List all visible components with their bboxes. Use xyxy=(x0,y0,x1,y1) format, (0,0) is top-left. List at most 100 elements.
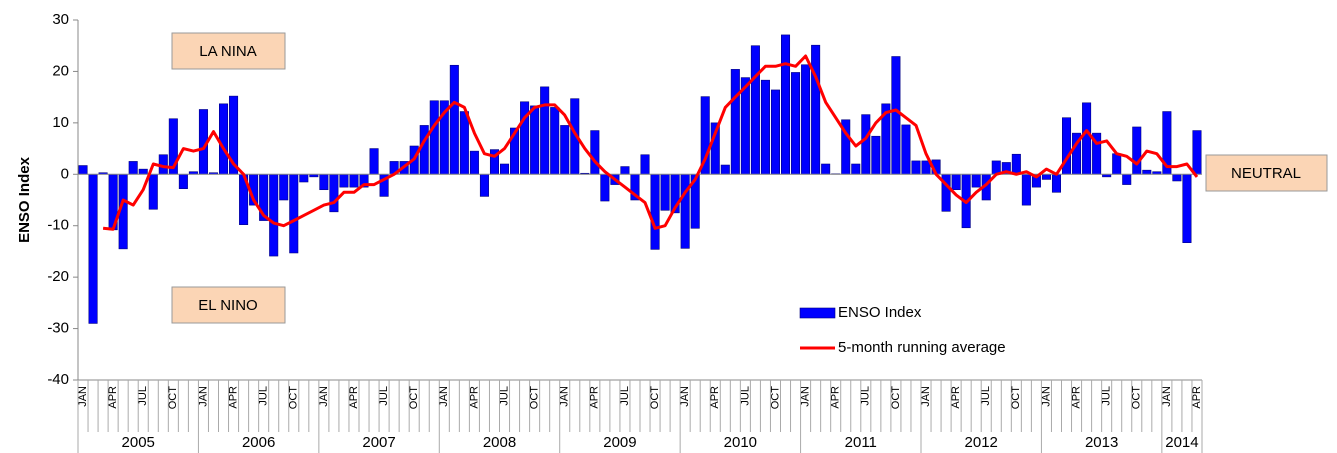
year-label: 2008 xyxy=(483,434,516,451)
x-tick-label: APR xyxy=(589,386,601,409)
line-series xyxy=(102,54,1199,231)
legend-label: ENSO Index xyxy=(838,304,922,321)
x-tick-label: JAN xyxy=(799,386,811,407)
x-tick-label: OCT xyxy=(649,386,661,410)
bar xyxy=(429,100,439,175)
bar xyxy=(289,173,299,254)
x-tick-label: JAN xyxy=(77,386,89,407)
bar xyxy=(1142,169,1152,175)
bar xyxy=(861,114,871,175)
bar xyxy=(891,56,901,175)
legend-swatch xyxy=(799,307,836,319)
x-tick-label: JUL xyxy=(137,386,149,406)
bar xyxy=(660,173,670,211)
bar xyxy=(781,34,791,175)
bar xyxy=(640,154,650,175)
x-tick-label: OCT xyxy=(1010,386,1022,410)
x-tick-label: JAN xyxy=(679,386,691,407)
x-tick-label: JUL xyxy=(739,386,751,406)
x-tick-label: OCT xyxy=(288,386,300,410)
year-label: 2005 xyxy=(122,434,155,451)
bar xyxy=(1182,173,1192,243)
x-tick-label: APR xyxy=(1070,386,1082,409)
annotation-box xyxy=(1205,154,1328,192)
bar xyxy=(459,111,469,175)
bar xyxy=(901,124,911,175)
x-tick-label: OCT xyxy=(408,386,420,410)
x-tick-label: APR xyxy=(348,386,360,409)
x-tick-label: OCT xyxy=(769,386,781,410)
year-label: 2012 xyxy=(965,434,998,451)
year-label: 2006 xyxy=(242,434,275,451)
bar xyxy=(650,173,660,250)
x-tick-label: APR xyxy=(950,386,962,409)
bar xyxy=(911,160,921,175)
bar xyxy=(178,173,188,189)
bar xyxy=(1082,102,1092,175)
annotation-box xyxy=(171,32,286,70)
x-tick-label: APR xyxy=(227,386,239,409)
bar xyxy=(319,173,329,191)
bar xyxy=(740,77,750,175)
bar xyxy=(148,173,158,210)
x-tick-label: OCT xyxy=(529,386,541,410)
bar xyxy=(720,164,730,175)
bar xyxy=(279,173,289,201)
bar xyxy=(269,173,279,257)
x-tick-label: JUL xyxy=(980,386,992,406)
x-tick-label: JAN xyxy=(1040,386,1052,407)
bar xyxy=(821,163,831,175)
bar xyxy=(851,163,861,175)
bar xyxy=(770,89,780,175)
x-tick-label: OCT xyxy=(890,386,902,410)
year-label: 2014 xyxy=(1165,434,1198,451)
x-tick-label: JUL xyxy=(860,386,872,406)
y-tick-label: 10 xyxy=(52,114,69,131)
x-tick-label: APR xyxy=(468,386,480,409)
annotation-box xyxy=(171,286,286,324)
year-label: 2011 xyxy=(845,434,877,451)
bar xyxy=(138,168,148,175)
x-tick-label: JUL xyxy=(1101,386,1113,406)
bar xyxy=(620,166,630,175)
bar xyxy=(530,105,540,175)
x-tick-label: APR xyxy=(107,386,119,409)
y-tick-label: 30 xyxy=(52,11,69,28)
x-tick-label: APR xyxy=(709,386,721,409)
y-tick-label: -10 xyxy=(47,217,69,234)
y-tick-label: 20 xyxy=(52,62,69,79)
x-tick-label: JAN xyxy=(559,386,571,407)
x-tick-label: OCT xyxy=(1131,386,1143,410)
bar xyxy=(339,173,349,188)
bar xyxy=(449,64,459,175)
bar xyxy=(1011,153,1021,175)
bar xyxy=(791,72,801,175)
x-tick-label: JAN xyxy=(920,386,932,407)
x-tick-label: JUL xyxy=(378,386,390,406)
bar xyxy=(78,165,88,175)
bar xyxy=(349,173,359,188)
legend-label: 5-month running average xyxy=(838,339,1006,356)
bar xyxy=(971,173,981,188)
x-tick-label: JAN xyxy=(318,386,330,407)
bar xyxy=(550,107,560,175)
bar xyxy=(1051,173,1061,193)
bar xyxy=(750,45,760,175)
bar xyxy=(479,173,489,197)
bar xyxy=(299,173,309,183)
bar xyxy=(419,125,429,175)
bar xyxy=(1041,173,1051,180)
bar xyxy=(760,79,770,175)
bar xyxy=(811,44,821,175)
y-tick-label: -40 xyxy=(47,371,69,388)
bar xyxy=(1021,173,1031,206)
x-tick-label: JUL xyxy=(498,386,510,406)
bar xyxy=(88,173,98,324)
bar xyxy=(128,161,138,175)
bar xyxy=(951,173,961,191)
bar xyxy=(1112,153,1122,175)
bar xyxy=(680,173,690,249)
bar xyxy=(500,163,510,175)
bar xyxy=(1172,173,1182,182)
